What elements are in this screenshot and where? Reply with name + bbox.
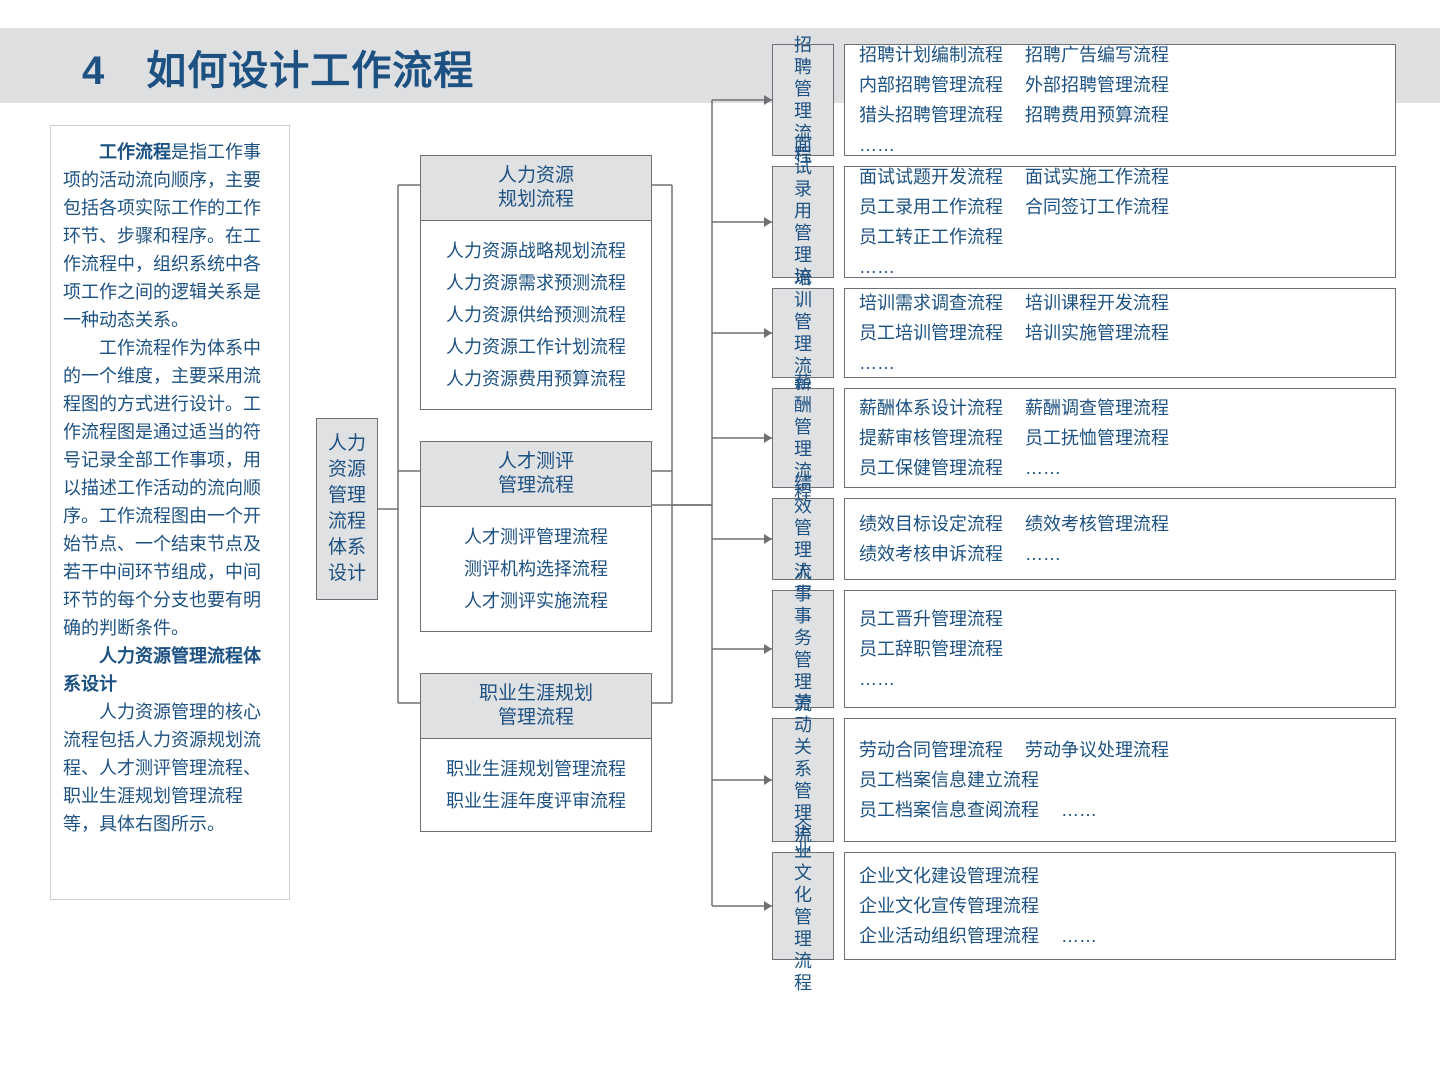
- right-line: 员工辞职管理流程: [859, 634, 1381, 664]
- mid-header-2: 职业生涯规划管理流程: [421, 674, 651, 739]
- right-body-3: 薪酬体系设计流程薪酬调查管理流程提薪审核管理流程员工抚恤管理流程员工保健管理流程…: [844, 388, 1396, 488]
- right-line: 招聘计划编制流程招聘广告编写流程: [859, 40, 1381, 70]
- right-line: ……: [859, 348, 1381, 378]
- right-line: 绩效目标设定流程绩效考核管理流程: [859, 509, 1381, 539]
- right-row-2: 培训管理流程培训需求调查流程培训课程开发流程员工培训管理流程培训实施管理流程……: [772, 288, 1396, 378]
- right-line: 企业活动组织管理流程……: [859, 921, 1381, 951]
- right-line: 员工档案信息建立流程: [859, 765, 1381, 795]
- mid-item: 人才测评实施流程: [427, 587, 645, 613]
- p4: 人力资源管理的核心流程包括人力资源规划流程、人才测评管理流程、职业生涯规划管理流…: [63, 698, 277, 838]
- right-body-1: 面试试题开发流程面试实施工作流程员工录用工作流程合同签订工作流程员工转正工作流程…: [844, 166, 1396, 278]
- root-node: 人力资源管理流程体系设计: [316, 418, 378, 600]
- right-row-4: 绩效管理流程绩效目标设定流程绩效考核管理流程绩效考核申诉流程……: [772, 498, 1396, 580]
- right-row-1: 面试录用管理流程面试试题开发流程面试实施工作流程员工录用工作流程合同签订工作流程…: [772, 166, 1396, 278]
- right-line: ……: [859, 130, 1381, 160]
- right-body-2: 培训需求调查流程培训课程开发流程员工培训管理流程培训实施管理流程……: [844, 288, 1396, 378]
- mid-group-0: 人力资源规划流程人力资源战略规划流程人力资源需求预测流程人力资源供给预测流程人力…: [420, 155, 652, 410]
- right-label-5: 人事事务管理流程: [772, 590, 834, 708]
- right-line: 猎头招聘管理流程招聘费用预算流程: [859, 100, 1381, 130]
- right-body-5: 员工晋升管理流程员工辞职管理流程……: [844, 590, 1396, 708]
- p3: 人力资源管理流程体系设计: [63, 642, 277, 698]
- mid-header-1: 人才测评管理流程: [421, 442, 651, 507]
- mid-item: 职业生涯年度评审流程: [427, 787, 645, 813]
- right-line: 薪酬体系设计流程薪酬调查管理流程: [859, 393, 1381, 423]
- p1-lead: 工作流程: [99, 142, 171, 162]
- right-label-2: 培训管理流程: [772, 288, 834, 378]
- p1-rest: 是指工作事项的活动流向顺序，主要包括各项实际工作的工作环节、步骤和程序。在工作流…: [63, 142, 261, 330]
- right-line: 员工录用工作流程合同签订工作流程: [859, 192, 1381, 222]
- right-line: 员工保健管理流程……: [859, 453, 1381, 483]
- right-line: ……: [859, 252, 1381, 282]
- mid-item: 人才测评管理流程: [427, 523, 645, 549]
- right-line: 企业文化建设管理流程: [859, 861, 1381, 891]
- mid-item: 人力资源供给预测流程: [427, 301, 645, 327]
- mid-item: 人力资源工作计划流程: [427, 333, 645, 359]
- page-title: 4 如何设计工作流程: [82, 38, 474, 96]
- mid-item: 职业生涯规划管理流程: [427, 755, 645, 781]
- mid-item: 人力资源需求预测流程: [427, 269, 645, 295]
- mid-group-2: 职业生涯规划管理流程职业生涯规划管理流程职业生涯年度评审流程: [420, 673, 652, 832]
- mid-body-0: 人力资源战略规划流程人力资源需求预测流程人力资源供给预测流程人力资源工作计划流程…: [421, 221, 651, 409]
- right-body-4: 绩效目标设定流程绩效考核管理流程绩效考核申诉流程……: [844, 498, 1396, 580]
- right-line: 员工培训管理流程培训实施管理流程: [859, 318, 1381, 348]
- right-body-0: 招聘计划编制流程招聘广告编写流程内部招聘管理流程外部招聘管理流程猎头招聘管理流程…: [844, 44, 1396, 156]
- right-body-6: 劳动合同管理流程劳动争议处理流程员工档案信息建立流程员工档案信息查阅流程……: [844, 718, 1396, 842]
- mid-item: 测评机构选择流程: [427, 555, 645, 581]
- p2: 工作流程作为体系中的一个维度，主要采用流程图的方式进行设计。工作流程图是通过适当…: [63, 334, 277, 642]
- right-line: 绩效考核申诉流程……: [859, 539, 1381, 569]
- right-row-6: 劳动关系管理流程劳动合同管理流程劳动争议处理流程员工档案信息建立流程员工档案信息…: [772, 718, 1396, 842]
- root-label: 人力资源管理流程体系设计: [321, 431, 373, 587]
- right-body-7: 企业文化建设管理流程企业文化宣传管理流程企业活动组织管理流程……: [844, 852, 1396, 960]
- right-line: 内部招聘管理流程外部招聘管理流程: [859, 70, 1381, 100]
- right-line: 面试试题开发流程面试实施工作流程: [859, 162, 1381, 192]
- mid-header-0: 人力资源规划流程: [421, 156, 651, 221]
- right-row-3: 薪酬管理流程薪酬体系设计流程薪酬调查管理流程提薪审核管理流程员工抚恤管理流程员工…: [772, 388, 1396, 488]
- mid-body-1: 人才测评管理流程测评机构选择流程人才测评实施流程: [421, 507, 651, 631]
- right-label-7: 企业文化管理流程: [772, 852, 834, 960]
- right-line: 培训需求调查流程培训课程开发流程: [859, 288, 1381, 318]
- mid-item: 人力资源战略规划流程: [427, 237, 645, 263]
- description-text: 工作流程是指工作事项的活动流向顺序，主要包括各项实际工作的工作环节、步骤和程序。…: [50, 125, 290, 900]
- right-line: 员工晋升管理流程: [859, 604, 1381, 634]
- right-row-7: 企业文化管理流程企业文化建设管理流程企业文化宣传管理流程企业活动组织管理流程……: [772, 852, 1396, 960]
- right-line: ……: [859, 664, 1381, 694]
- mid-body-2: 职业生涯规划管理流程职业生涯年度评审流程: [421, 739, 651, 831]
- mid-group-1: 人才测评管理流程人才测评管理流程测评机构选择流程人才测评实施流程: [420, 441, 652, 632]
- right-line: 员工档案信息查阅流程……: [859, 795, 1381, 825]
- right-row-0: 招聘管理流程招聘计划编制流程招聘广告编写流程内部招聘管理流程外部招聘管理流程猎头…: [772, 44, 1396, 156]
- right-line: 提薪审核管理流程员工抚恤管理流程: [859, 423, 1381, 453]
- right-line: 员工转正工作流程: [859, 222, 1381, 252]
- right-label-1: 面试录用管理流程: [772, 166, 834, 278]
- mid-item: 人力资源费用预算流程: [427, 365, 645, 391]
- right-line: 劳动合同管理流程劳动争议处理流程: [859, 735, 1381, 765]
- right-row-5: 人事事务管理流程员工晋升管理流程员工辞职管理流程……: [772, 590, 1396, 708]
- right-line: 企业文化宣传管理流程: [859, 891, 1381, 921]
